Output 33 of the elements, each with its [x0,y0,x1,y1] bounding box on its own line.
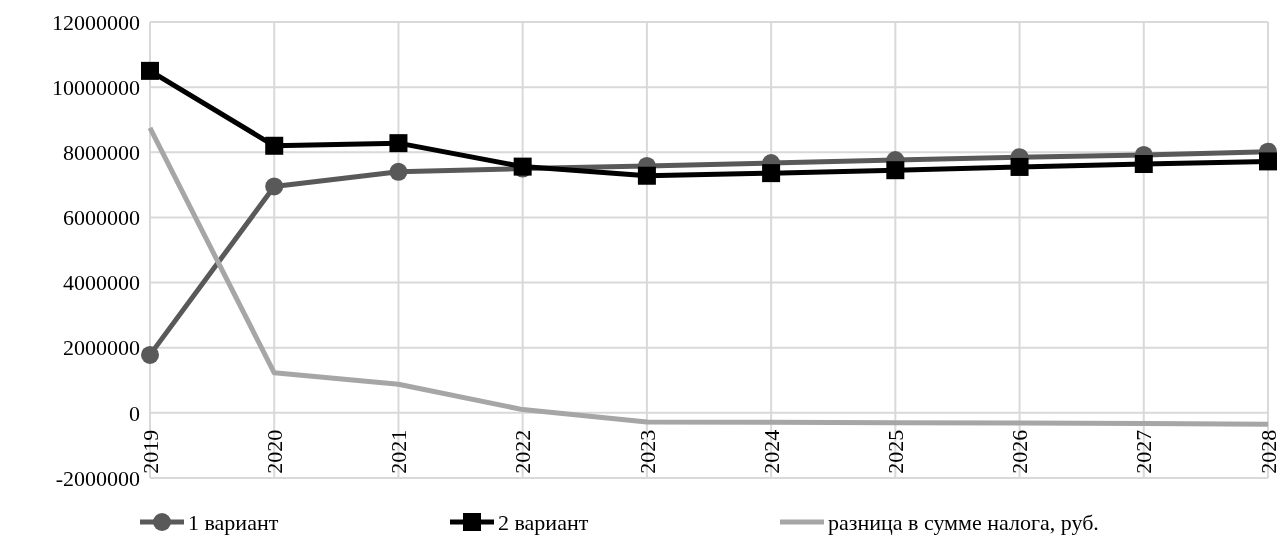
x-tick-label: 2025 [883,429,909,474]
y-tick-label: 2000000 [63,335,140,361]
point [1010,157,1029,176]
point [886,161,905,180]
legend-label: 2 вариант [498,509,589,535]
point [762,164,781,183]
point [389,162,408,181]
point [265,136,284,155]
x-tick-label: 2024 [758,429,784,474]
point [637,166,656,185]
x-tick-label: 2023 [634,429,660,474]
y-tick-label: 6000000 [63,205,140,231]
x-tick-label: 2027 [1131,429,1157,474]
legend-label: разница в сумме налога, руб. [828,509,1099,535]
y-tick-label: 4000000 [63,270,140,296]
x-tick-label: 2022 [510,429,536,474]
point [389,134,408,153]
x-tick-label: 2026 [1007,429,1033,474]
point [265,177,284,196]
x-tick-label: 2020 [261,429,287,474]
y-tick-label: -2000000 [55,465,140,491]
legend-label: 1 вариант [188,509,279,535]
y-tick-label: 12000000 [52,9,140,35]
y-tick-label: 8000000 [63,139,140,165]
point [141,61,159,80]
point [141,345,159,364]
x-tick-label: 2019 [137,429,163,474]
y-tick-label: 0 [129,400,140,426]
point [1134,155,1153,174]
x-tick-label: 2028 [1255,429,1281,474]
x-tick-label: 2021 [386,429,412,474]
point [1259,152,1277,171]
y-tick-label: 10000000 [52,74,140,100]
